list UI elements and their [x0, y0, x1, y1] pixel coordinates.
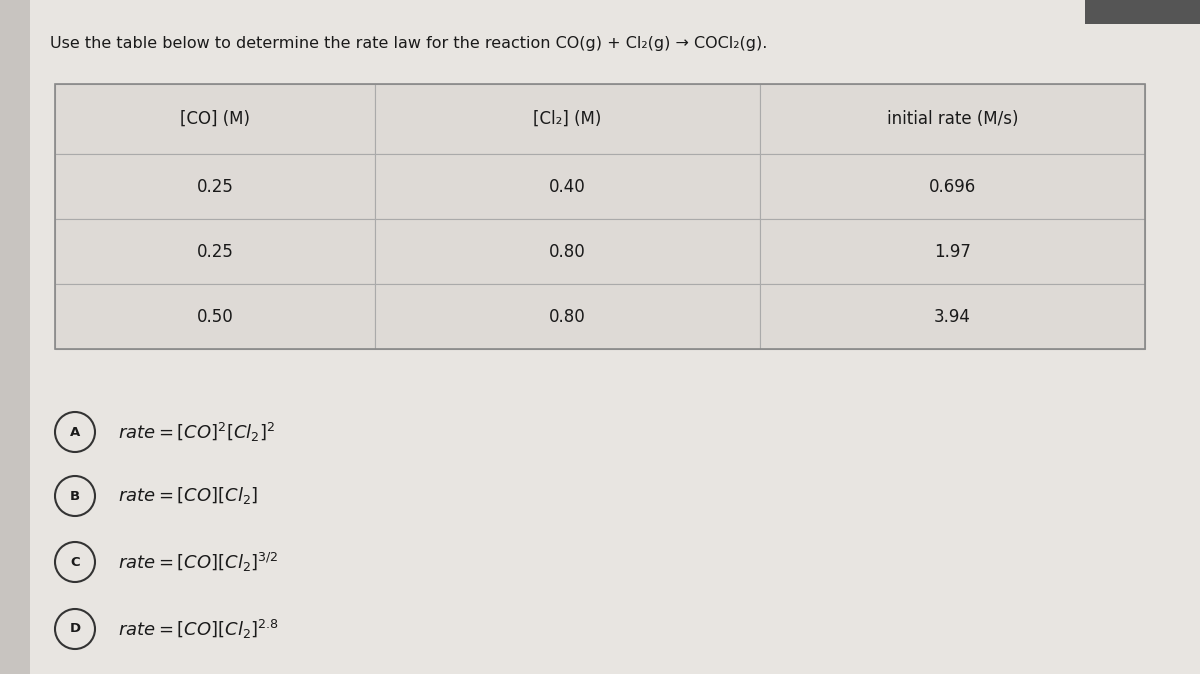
Text: [CO] (M): [CO] (M) — [180, 110, 250, 128]
Text: 0.80: 0.80 — [550, 307, 586, 326]
Text: [Cl₂] (M): [Cl₂] (M) — [533, 110, 601, 128]
Bar — [55, 284, 374, 349]
Text: 0.40: 0.40 — [550, 177, 586, 195]
Text: 0.696: 0.696 — [929, 177, 976, 195]
Text: D: D — [70, 623, 80, 636]
Text: initial rate (M/s): initial rate (M/s) — [887, 110, 1019, 128]
Bar — [760, 284, 1145, 349]
Bar — [55, 84, 1145, 349]
Text: $\mathit{rate} = \mathit{[CO][Cl_2]^{3/2}}$: $\mathit{rate} = \mathit{[CO][Cl_2]^{3/2… — [118, 551, 278, 574]
Text: 0.25: 0.25 — [197, 243, 234, 260]
Bar — [374, 219, 760, 284]
Circle shape — [55, 542, 95, 582]
Text: $\mathit{rate} = \mathit{[CO]^2[Cl_2]^2}$: $\mathit{rate} = \mathit{[CO]^2[Cl_2]^2}… — [118, 421, 275, 443]
Text: $\mathit{rate} = \mathit{[CO][Cl_2]^{2.8}}$: $\mathit{rate} = \mathit{[CO][Cl_2]^{2.8… — [118, 617, 278, 640]
Text: A: A — [70, 425, 80, 439]
Text: 1.97: 1.97 — [934, 243, 971, 260]
Text: C: C — [70, 555, 80, 568]
Bar — [1085, 0, 1200, 24]
Text: 0.50: 0.50 — [197, 307, 233, 326]
Bar — [55, 154, 374, 219]
Circle shape — [55, 412, 95, 452]
Circle shape — [55, 476, 95, 516]
Text: 0.25: 0.25 — [197, 177, 234, 195]
Bar — [760, 219, 1145, 284]
Text: $\mathit{rate} = \mathit{[CO][Cl_2]}$: $\mathit{rate} = \mathit{[CO][Cl_2]}$ — [118, 485, 258, 506]
Bar — [760, 84, 1145, 154]
Text: 0.80: 0.80 — [550, 243, 586, 260]
Bar — [55, 219, 374, 284]
Text: Use the table below to determine the rate law for the reaction CO(g) + Cl₂(g) → : Use the table below to determine the rat… — [50, 36, 767, 51]
Bar — [760, 154, 1145, 219]
Bar — [374, 284, 760, 349]
Circle shape — [55, 609, 95, 649]
Bar — [374, 154, 760, 219]
Text: B: B — [70, 489, 80, 503]
Bar — [55, 84, 374, 154]
Bar — [374, 84, 760, 154]
Text: 3.94: 3.94 — [934, 307, 971, 326]
